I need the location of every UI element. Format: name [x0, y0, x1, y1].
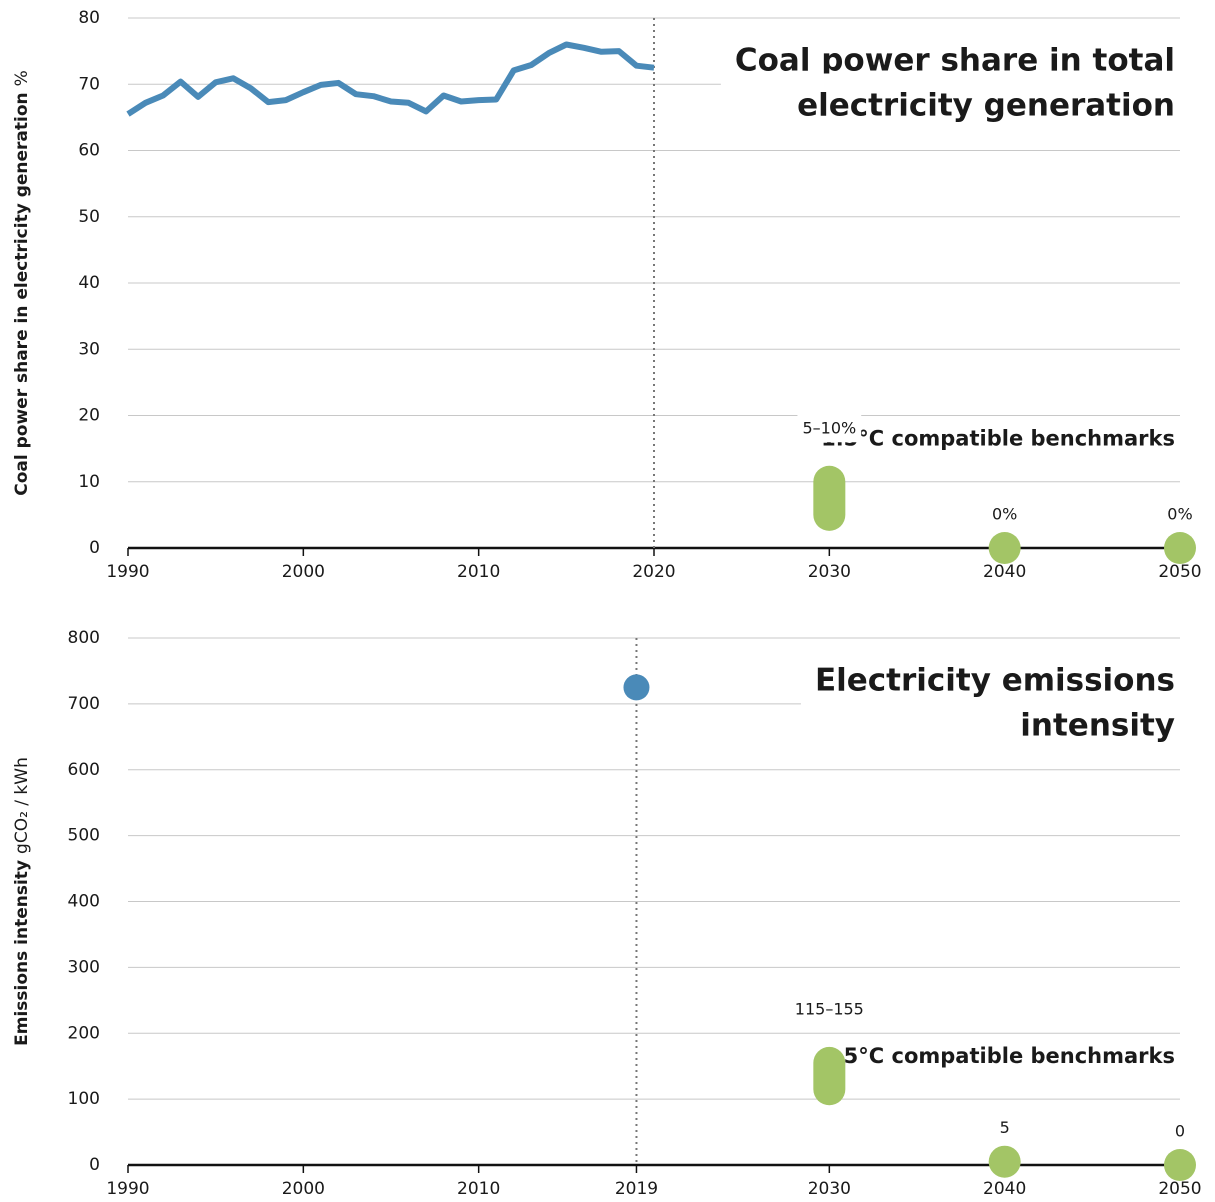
y-tick-label: 10	[78, 472, 100, 492]
x-tick-label: 2050	[1158, 1179, 1201, 1199]
label-background	[797, 413, 862, 443]
x-tick-label: 2010	[457, 1179, 500, 1199]
benchmark-label: 0%	[1167, 505, 1192, 524]
chart-title: intensity	[1020, 708, 1175, 744]
y-tick-label: 0	[89, 1155, 100, 1175]
benchmark-label: 5–10%	[802, 418, 856, 437]
y-tick-label: 40	[78, 273, 100, 293]
label-background	[986, 499, 1023, 529]
chart-title: Electricity emissions	[815, 663, 1175, 699]
benchmark-note: 1.5°C compatible benchmarks	[821, 426, 1175, 450]
data-point	[623, 674, 650, 701]
x-tick-label: 2000	[282, 1179, 325, 1199]
y-tick-label: 300	[68, 957, 100, 977]
y-tick-label: 600	[68, 760, 100, 780]
y-tick-label: 400	[68, 892, 100, 912]
y-tick-label: 500	[68, 826, 100, 846]
y-axis-label: Emissions intensity gCO₂ / kWh	[12, 757, 32, 1046]
x-tick-label: 2019	[615, 1179, 658, 1199]
y-tick-label: 30	[78, 339, 100, 359]
y-axis-unit: %	[12, 70, 32, 86]
label-background	[783, 73, 1189, 138]
x-tick-label: 2040	[983, 1179, 1026, 1199]
x-tick-label: 2010	[457, 562, 500, 582]
label-background	[994, 1113, 1015, 1143]
x-tick-label: 2000	[282, 562, 325, 582]
data-line	[126, 41, 655, 117]
x-tick-label: 2040	[983, 562, 1026, 582]
label-background	[1006, 693, 1189, 758]
y-tick-label: 80	[78, 8, 100, 28]
x-tick-label: 2030	[808, 562, 851, 582]
chart-title: electricity generation	[797, 88, 1175, 124]
benchmark-label: 115–155	[795, 999, 864, 1018]
benchmark-label: 5	[1000, 1118, 1010, 1137]
x-tick-label: 2050	[1158, 562, 1201, 582]
benchmark-label: 0%	[992, 505, 1017, 524]
benchmark-label: 0	[1175, 1122, 1185, 1141]
label-background	[1169, 1116, 1191, 1146]
x-tick-label: 2020	[632, 562, 675, 582]
y-tick-label: 20	[78, 406, 100, 426]
y-tick-label: 0	[89, 538, 100, 558]
y-tick-label: 60	[78, 141, 100, 161]
y-tick-label: 70	[78, 74, 100, 94]
chart-title: Coal power share in total	[735, 43, 1175, 79]
y-tick-label: 200	[68, 1023, 100, 1043]
y-axis-label: Coal power share in electricity generati…	[12, 70, 32, 496]
x-tick-label: 1990	[106, 562, 149, 582]
label-background	[1162, 499, 1198, 529]
y-tick-label: 100	[68, 1089, 100, 1109]
benchmark-note: 1.5°C compatible benchmarks	[821, 1044, 1175, 1068]
y-tick-label: 800	[68, 628, 100, 648]
y-axis-unit: gCO₂ / kWh	[12, 757, 32, 854]
x-tick-label: 2030	[808, 1179, 851, 1199]
x-tick-label: 1990	[106, 1179, 149, 1199]
y-tick-label: 50	[78, 207, 100, 227]
y-axis-label-main: Emissions intensity	[12, 860, 32, 1046]
y-axis-label-main: Coal power share in electricity generati…	[12, 92, 32, 495]
label-background	[789, 994, 869, 1024]
y-tick-label: 700	[68, 694, 100, 714]
